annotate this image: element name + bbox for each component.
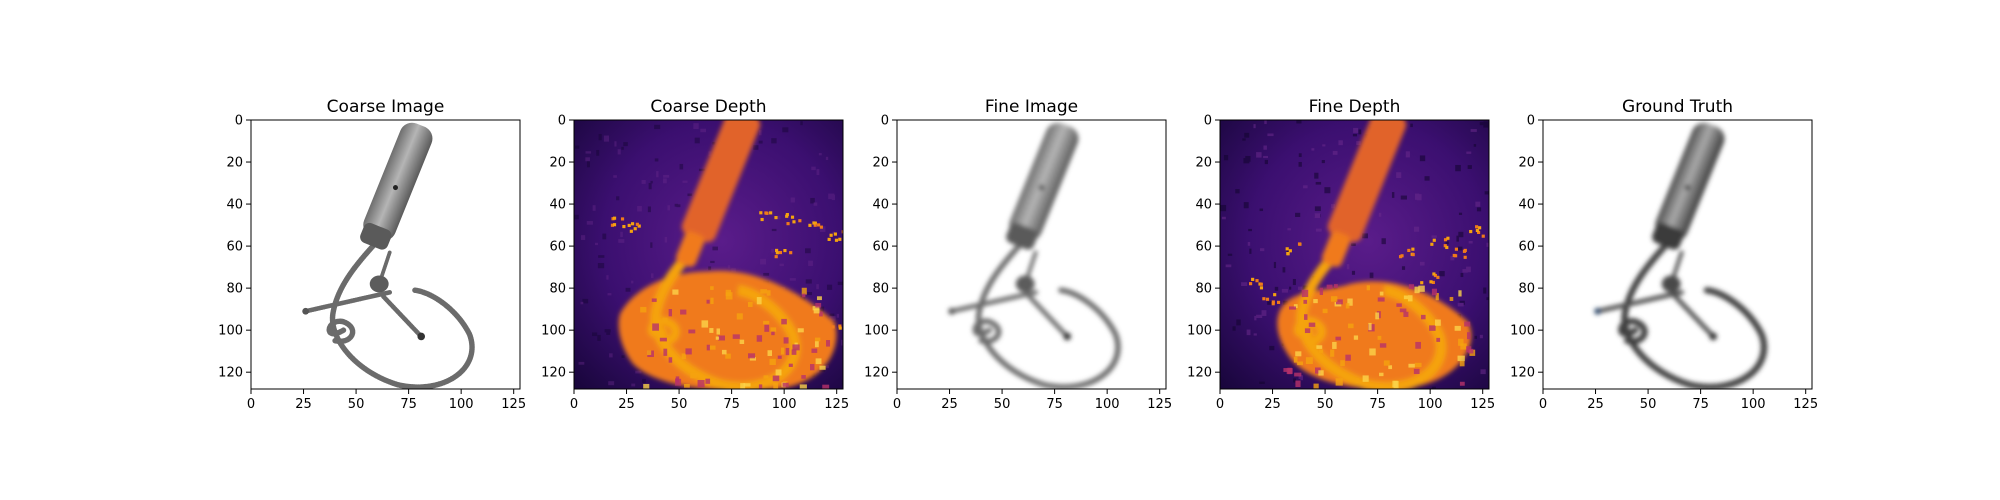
y-tick-label: 60 [549, 240, 566, 255]
y-tick-label: 100 [541, 324, 566, 339]
x-tick-label: 0 [893, 397, 901, 412]
x-tick-label: 100 [449, 397, 474, 412]
y-tick-label: 40 [1195, 198, 1212, 213]
y-tick-label: 0 [558, 114, 566, 129]
x-tick-label: 50 [994, 397, 1011, 412]
panel-title: Fine Depth [1309, 97, 1401, 117]
x-tick-label: 100 [1095, 397, 1120, 412]
x-tick-label: 0 [570, 397, 578, 412]
x-tick-label: 0 [1216, 397, 1224, 412]
y-tick-label: 0 [881, 114, 889, 129]
panel-title: Ground Truth [1622, 97, 1733, 117]
x-tick-label: 25 [1264, 397, 1281, 412]
x-tick-label: 25 [1587, 397, 1604, 412]
y-tick-label: 60 [1195, 240, 1212, 255]
panel-coarse-depth: Coarse Depth 0 25 50 75 100 125 0 20 40 60 80 100 120 [541, 97, 849, 412]
y-tick-label: 0 [1204, 114, 1212, 129]
y-tick-label: 100 [1510, 324, 1535, 339]
y-tick-label: 60 [1518, 240, 1535, 255]
panel-title: Fine Image [985, 97, 1078, 117]
y-tick-label: 20 [1195, 156, 1212, 171]
x-tick-label: 100 [1418, 397, 1443, 412]
y-tick-label: 80 [872, 282, 889, 297]
x-tick-label: 100 [1741, 397, 1766, 412]
x-tick-label: 50 [348, 397, 365, 412]
y-tick-label: 40 [549, 198, 566, 213]
panel-image [1543, 120, 1812, 389]
x-tick-label: 125 [1470, 397, 1495, 412]
panel-image [574, 120, 843, 389]
y-tick-label: 120 [1510, 366, 1535, 381]
x-tick-label: 100 [772, 397, 797, 412]
x-tick-label: 75 [400, 397, 417, 412]
y-tick-label: 80 [1518, 282, 1535, 297]
y-tick-label: 120 [1187, 366, 1212, 381]
y-tick-label: 120 [541, 366, 566, 381]
panel-coarse-image: Coarse Image 0 25 50 75 100 125 0 20 40 60 80 100 120 [218, 97, 526, 412]
axes-frame [1219, 119, 1490, 390]
x-tick-label: 125 [1793, 397, 1818, 412]
x-tick-label: 75 [1692, 397, 1709, 412]
x-tick-label: 125 [1147, 397, 1172, 412]
x-tick-label: 125 [501, 397, 526, 412]
x-tick-label: 125 [824, 397, 849, 412]
panel-image [897, 120, 1166, 389]
x-tick-label: 50 [1317, 397, 1334, 412]
axes-frame [1542, 119, 1813, 390]
y-tick-label: 20 [549, 156, 566, 171]
x-tick-label: 0 [247, 397, 255, 412]
y-tick-label: 60 [226, 240, 243, 255]
y-tick-label: 80 [226, 282, 243, 297]
x-tick-label: 50 [671, 397, 688, 412]
panel-title: Coarse Depth [650, 97, 766, 117]
y-tick-label: 0 [235, 114, 243, 129]
x-tick-label: 50 [1640, 397, 1657, 412]
y-tick-label: 100 [1187, 324, 1212, 339]
panel-ground-truth: Ground Truth 0 25 50 75 100 125 0 20 40 60 80 100 120 [1510, 97, 1818, 412]
panel-title: Coarse Image [327, 97, 445, 117]
x-tick-label: 25 [941, 397, 958, 412]
y-tick-label: 60 [872, 240, 889, 255]
panel-image [251, 120, 520, 389]
axes-frame [573, 119, 844, 390]
panel-fine-depth: Fine Depth 0 25 50 75 100 125 0 20 40 60 80 100 120 [1187, 97, 1495, 412]
panel-fine-image: Fine Image 0 25 50 75 100 125 0 20 40 60 80 100 120 [864, 97, 1172, 412]
axes-frame [896, 119, 1167, 390]
y-tick-label: 20 [1518, 156, 1535, 171]
panel-image [1220, 120, 1489, 389]
x-tick-label: 25 [618, 397, 635, 412]
y-tick-label: 20 [226, 156, 243, 171]
y-tick-label: 80 [549, 282, 566, 297]
x-tick-label: 75 [1369, 397, 1386, 412]
x-tick-label: 0 [1539, 397, 1547, 412]
y-tick-label: 40 [1518, 198, 1535, 213]
y-tick-label: 40 [872, 198, 889, 213]
y-tick-label: 0 [1527, 114, 1535, 129]
y-tick-label: 40 [226, 198, 243, 213]
y-tick-label: 100 [864, 324, 889, 339]
axes-frame [250, 119, 521, 390]
x-tick-label: 75 [723, 397, 740, 412]
y-tick-label: 100 [218, 324, 243, 339]
x-tick-label: 25 [295, 397, 312, 412]
y-tick-label: 120 [218, 366, 243, 381]
x-tick-label: 75 [1046, 397, 1063, 412]
y-tick-label: 20 [872, 156, 889, 171]
y-tick-label: 80 [1195, 282, 1212, 297]
y-tick-label: 120 [864, 366, 889, 381]
